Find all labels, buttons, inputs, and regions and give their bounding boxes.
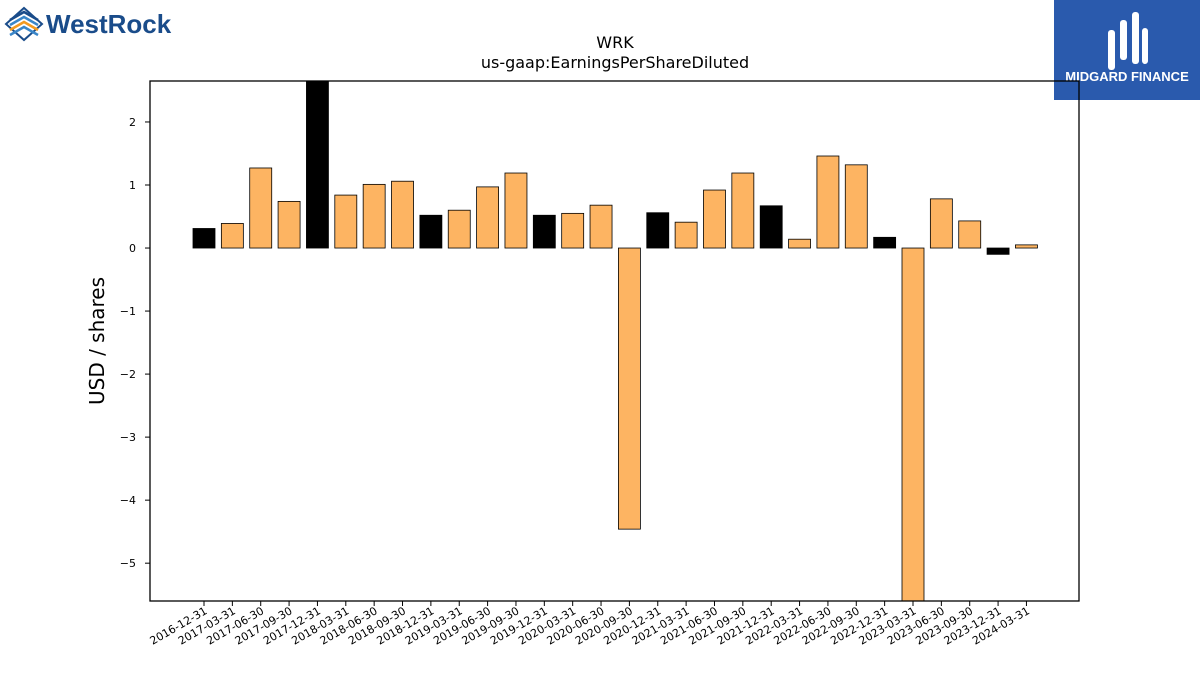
westrock-logo-text: WestRock xyxy=(46,9,172,39)
midgard-finance-logo: MIDGARD FINANCE xyxy=(1054,0,1200,100)
bar-2022-06-30 xyxy=(816,155,840,249)
bar-2020-06-30 xyxy=(589,204,613,249)
bar-2018-09-30 xyxy=(391,180,414,249)
bar-2019-12-31 xyxy=(532,214,556,249)
bar-2018-03-31 xyxy=(334,194,358,249)
bars-group xyxy=(192,80,1038,602)
bar-2020-12-31 xyxy=(646,212,670,249)
bar-2016-12-31 xyxy=(192,228,216,249)
x-ticks-group: 2016-12-312017-03-312017-06-302017-09-30… xyxy=(148,601,1032,648)
bar-2021-06-30 xyxy=(703,189,726,249)
bar-2020-09-30 xyxy=(618,247,641,530)
bar-2019-09-30 xyxy=(504,172,528,249)
bar-2024-03-31 xyxy=(1015,244,1038,249)
bar-2017-12-31 xyxy=(306,80,329,249)
y-tick-label: −4 xyxy=(120,494,136,507)
bar-2021-09-30 xyxy=(731,172,755,249)
bar-2023-06-30 xyxy=(929,198,953,249)
y-tick-label: 1 xyxy=(129,179,136,192)
y-ticks-group: 2 1 0 −1 −2 −3 −4 −5 xyxy=(120,116,150,570)
plot-frame xyxy=(149,80,1080,602)
bar-2022-03-31 xyxy=(788,238,811,249)
y-axis-label: USD / shares xyxy=(85,277,109,405)
bar-2023-09-30 xyxy=(958,220,982,249)
bar-2023-03-31 xyxy=(901,247,925,602)
bar-2022-09-30 xyxy=(844,164,868,249)
midgard-emblem-icon xyxy=(1108,12,1148,70)
bar-2019-03-31 xyxy=(447,209,471,249)
bar-2018-12-31 xyxy=(419,214,443,249)
y-tick-label: −2 xyxy=(120,368,136,381)
midgard-logo-text: MIDGARD FINANCE xyxy=(1065,69,1189,84)
bar-2020-03-31 xyxy=(561,212,585,249)
bar-2019-06-30 xyxy=(476,186,500,249)
y-tick-label: −3 xyxy=(120,431,136,444)
chart-subtitle: us-gaap:EarningsPerShareDiluted xyxy=(481,53,749,72)
westrock-logo: WestRock xyxy=(4,4,194,44)
westrock-emblem-icon xyxy=(4,6,44,42)
y-tick-label: 2 xyxy=(129,116,136,129)
bar-2017-03-31 xyxy=(220,223,244,249)
bar-2023-12-31 xyxy=(986,247,1010,255)
y-tick-label: 0 xyxy=(129,242,136,255)
bar-2017-09-30 xyxy=(277,200,301,249)
bar-2018-06-30 xyxy=(362,183,386,249)
bar-2021-12-31 xyxy=(759,205,783,249)
chart-title: WRK xyxy=(596,33,634,52)
bar-2022-12-31 xyxy=(873,236,897,249)
bar-2017-06-30 xyxy=(249,167,273,249)
bar-2021-03-31 xyxy=(674,221,698,249)
y-tick-label: −1 xyxy=(120,305,136,318)
y-tick-label: −5 xyxy=(120,557,136,570)
